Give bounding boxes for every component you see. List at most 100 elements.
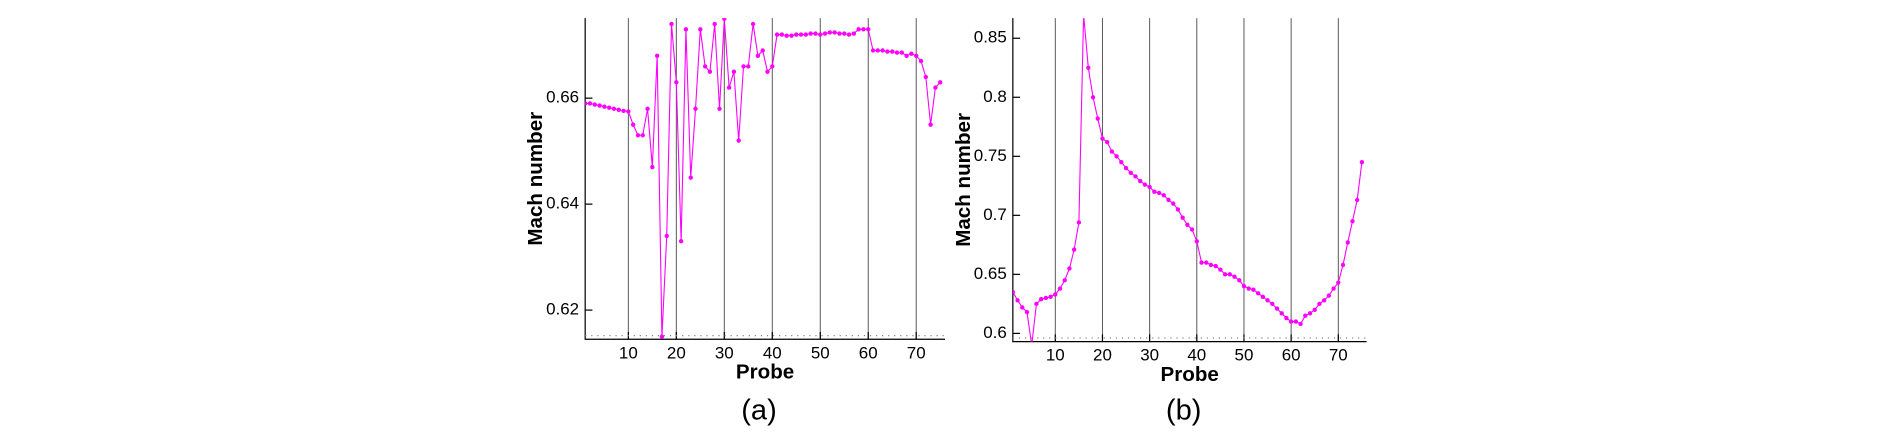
data-point (698, 27, 703, 32)
data-point (1284, 315, 1289, 321)
data-point (1194, 239, 1199, 244)
data-point (822, 31, 828, 36)
data-point (1133, 174, 1138, 179)
data-point (1123, 165, 1129, 171)
data-point (1152, 189, 1157, 194)
data-point (1336, 280, 1341, 285)
data-point (1180, 215, 1185, 220)
x-tick-label: 70 (907, 343, 926, 362)
data-point (674, 80, 679, 85)
x-tick-label: 50 (811, 343, 830, 362)
data-point (669, 21, 674, 27)
data-point (832, 30, 837, 35)
data-point (1321, 298, 1327, 303)
data-point (645, 106, 650, 111)
data-point (678, 239, 684, 244)
y-axis-label: Mach number (524, 112, 547, 246)
data-point (856, 27, 861, 32)
data-point (1138, 178, 1143, 184)
data-point (602, 104, 607, 109)
x-tick-label: 30 (715, 343, 734, 362)
data-point (866, 27, 871, 32)
data-point (664, 233, 669, 239)
data-point (1020, 305, 1025, 310)
series-line (1012, 18, 1363, 342)
data-point (909, 51, 914, 56)
data-point (923, 74, 928, 80)
data-point (1279, 311, 1284, 316)
data-point (630, 122, 636, 127)
data-point (750, 21, 756, 27)
data-point (1109, 149, 1115, 154)
data-point (760, 48, 765, 53)
axes-frame (1012, 18, 1367, 343)
data-point (1204, 260, 1209, 265)
y-tick-label: 0.65 (974, 264, 1007, 283)
data-point (918, 58, 924, 64)
data-point (846, 32, 852, 37)
data-point (731, 69, 737, 74)
y-tick-label: 0.75 (974, 146, 1007, 165)
y-axis-label: Mach number (952, 113, 975, 247)
data-point (592, 102, 597, 107)
data-point (1340, 262, 1346, 268)
data-point (842, 31, 847, 36)
data-point (1095, 116, 1100, 121)
x-axis-label: Probe (736, 361, 794, 384)
y-tick-label: 0.6 (983, 323, 1007, 342)
data-point (626, 109, 631, 114)
data-point (1038, 296, 1044, 302)
data-point (741, 64, 746, 69)
data-point (813, 31, 818, 36)
data-point (587, 101, 593, 106)
x-axis-label: Probe (1161, 363, 1219, 386)
x-tick-label: 60 (859, 343, 878, 362)
data-point (1062, 278, 1067, 283)
x-tick-label: 70 (1329, 346, 1348, 365)
data-point (717, 106, 722, 111)
x-tick-label: 30 (1140, 346, 1159, 365)
plot-area (585, 18, 943, 339)
data-point (1218, 267, 1223, 272)
data-point (1053, 292, 1058, 297)
x-tick-label: 40 (1187, 346, 1206, 365)
data-point (693, 106, 698, 111)
data-point (1105, 139, 1110, 145)
data-point (798, 32, 804, 37)
data-point (885, 49, 890, 54)
data-point (1255, 291, 1261, 296)
data-point (1081, 12, 1085, 16)
data-point (1175, 207, 1181, 212)
data-point (894, 50, 900, 55)
data-point (621, 108, 626, 114)
data-point (803, 32, 809, 37)
data-point (890, 49, 895, 54)
data-point (1307, 311, 1313, 316)
data-point (683, 27, 689, 32)
data-point (1114, 154, 1119, 159)
chart-panel: 10 20 30 40 50 60 70 0.6 0.65 0.7 0.75 0.8 0.85 Probe… (952, 12, 1367, 427)
data-point (914, 53, 919, 58)
data-point (774, 32, 780, 37)
data-point (1326, 293, 1332, 298)
data-point (933, 85, 938, 90)
data-point (928, 122, 933, 127)
data-point (1350, 219, 1355, 224)
data-point (808, 31, 813, 36)
y-tick-label: 0.7 (983, 205, 1007, 224)
data-point (861, 27, 866, 32)
axes-frame (584, 18, 945, 340)
data-point (585, 101, 588, 106)
data-point (654, 53, 660, 58)
data-point (1171, 201, 1176, 206)
x-tick-label: 10 (1046, 346, 1065, 365)
data-point (1298, 321, 1303, 327)
data-point (1185, 222, 1190, 227)
data-point (1086, 65, 1091, 70)
data-point (784, 33, 789, 38)
data-point (1076, 220, 1082, 225)
x-tick-label: 20 (667, 343, 686, 362)
data-point (1312, 307, 1317, 312)
data-point (827, 30, 833, 35)
